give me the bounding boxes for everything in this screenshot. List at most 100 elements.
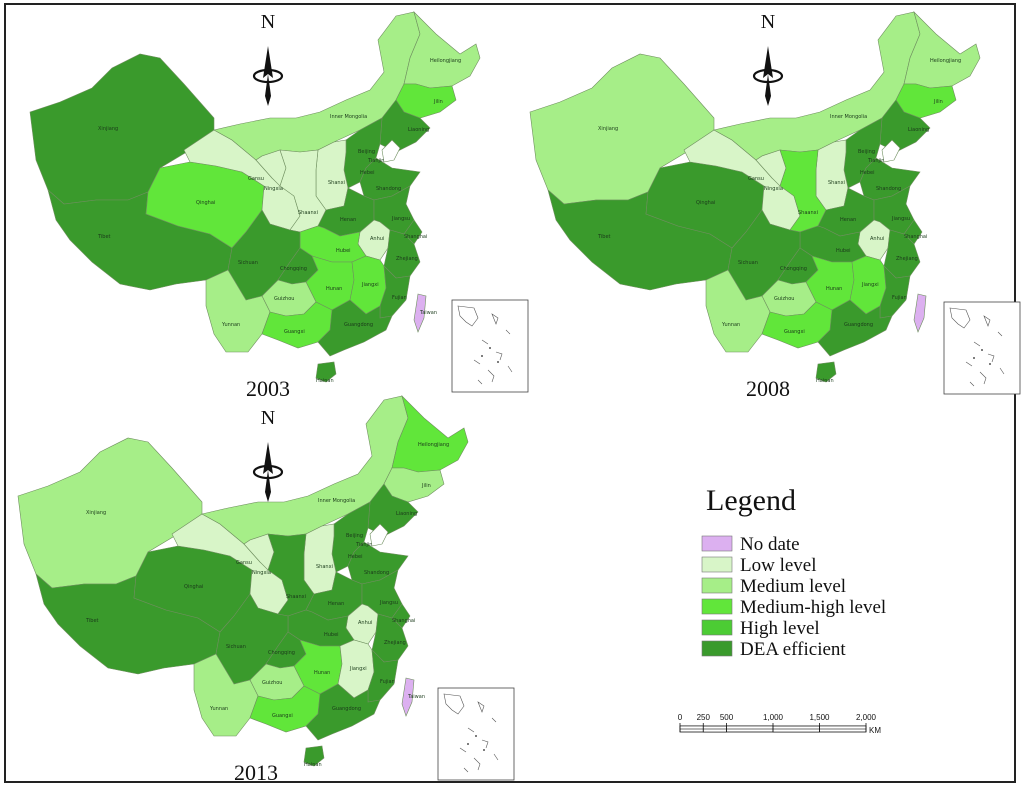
province-label: Fujian bbox=[392, 295, 407, 301]
scale-bar-segment bbox=[819, 725, 867, 730]
province-label: Gansu bbox=[748, 176, 764, 182]
north-arrow-icon bbox=[752, 46, 784, 106]
province-label: Hunan bbox=[326, 286, 342, 292]
map-2003: Xinjiang Tibet Qinghai Gansu Inner Mongolia H… bbox=[29, 10, 529, 401]
province-label: Shaanxi bbox=[286, 594, 306, 600]
province-label: Liaoning bbox=[396, 511, 417, 517]
province-label: Hebei bbox=[860, 170, 874, 176]
province-label: Zhejiang bbox=[896, 256, 918, 262]
province-taiwan bbox=[401, 677, 415, 717]
province-hainan bbox=[303, 745, 325, 767]
province-label: Xinjiang bbox=[86, 510, 106, 516]
province-label: Hainan bbox=[316, 378, 334, 384]
province-label: Qinghai bbox=[196, 200, 215, 206]
maps-layer: Xinjiang Tibet Qinghai Gansu Inner Mongolia H… bbox=[17, 10, 1021, 785]
legend-label: Low level bbox=[740, 555, 817, 576]
bohai-sea bbox=[881, 139, 901, 163]
province-label: Gansu bbox=[248, 176, 264, 182]
province-label: Sichuan bbox=[238, 260, 258, 266]
scale-bar-segment bbox=[702, 728, 727, 733]
province-label: Xinjiang bbox=[598, 126, 618, 132]
province-hainan bbox=[315, 361, 337, 383]
legend-swatch-low bbox=[701, 556, 733, 573]
province-label: Anhui bbox=[370, 236, 384, 242]
scale-bar-tick-label: 250 bbox=[697, 713, 711, 722]
legend-swatch-high bbox=[701, 619, 733, 636]
province-label: Inner Mongolia bbox=[830, 114, 867, 120]
province-label: Beijing bbox=[346, 533, 363, 539]
province-label: Hainan bbox=[304, 762, 322, 768]
province-shanxi bbox=[303, 523, 337, 595]
province-label: Hebei bbox=[360, 170, 374, 176]
province-label: Shandong bbox=[364, 570, 389, 576]
province-label: Chongqing bbox=[780, 266, 807, 272]
bohai-sea bbox=[369, 523, 389, 547]
legend-title: Legend bbox=[706, 484, 796, 517]
legend-label: Medium level bbox=[740, 576, 846, 597]
legend-label: DEA efficient bbox=[740, 639, 846, 660]
province-label: Hubei bbox=[836, 248, 851, 254]
province-label: Jilin bbox=[421, 483, 431, 489]
province-label: Yunnan bbox=[221, 322, 240, 328]
province-label: Qinghai bbox=[696, 200, 715, 206]
province-label: Henan bbox=[340, 217, 356, 223]
province-label: Tibet bbox=[597, 234, 611, 240]
scale-bar-tick-label: 1,500 bbox=[809, 713, 830, 722]
bohai-sea bbox=[381, 139, 401, 163]
province-label: Jiangxi bbox=[361, 282, 379, 288]
province-label: Jilin bbox=[933, 99, 943, 105]
province-label: Fujian bbox=[892, 295, 907, 301]
province-label: Ningxia bbox=[264, 186, 283, 192]
map-2008: Xinjiang Tibet Qinghai Gansu Inner Mongolia H… bbox=[529, 10, 1021, 401]
north-label: N bbox=[761, 11, 775, 33]
year-label: 2008 bbox=[746, 376, 790, 401]
north-label: N bbox=[261, 407, 275, 429]
scale-bar-tick-label: 500 bbox=[720, 713, 734, 722]
province-label: Qinghai bbox=[184, 584, 203, 590]
province-label: Henan bbox=[840, 217, 856, 223]
province-label: Gansu bbox=[236, 560, 252, 566]
province-label: Shandong bbox=[876, 186, 901, 192]
province-label: Shandong bbox=[376, 186, 401, 192]
province-label: Xinjiang bbox=[98, 126, 118, 132]
south-china-sea-inset bbox=[943, 301, 1021, 395]
province-label: Yunnan bbox=[721, 322, 740, 328]
province-label: Shanghai bbox=[392, 618, 415, 624]
map-2013: Xinjiang Tibet Qinghai Gansu Inner Mongolia H… bbox=[17, 394, 515, 785]
scale-bar-segment bbox=[679, 725, 704, 730]
province-label: Heilongjiang bbox=[430, 58, 461, 64]
province-label: Guangdong bbox=[844, 322, 873, 328]
province-taiwan bbox=[413, 293, 427, 333]
province-label: Sichuan bbox=[738, 260, 758, 266]
province-label: Inner Mongolia bbox=[330, 114, 367, 120]
province-label: Henan bbox=[328, 601, 344, 607]
province-label: Beijing bbox=[358, 149, 375, 155]
south-china-sea-inset bbox=[451, 299, 529, 393]
province-label: Shanxi bbox=[316, 564, 333, 570]
province-label: Yunnan bbox=[209, 706, 228, 712]
province-label: Hebei bbox=[348, 554, 362, 560]
province-taiwan bbox=[913, 293, 927, 333]
province-label: Liaoning bbox=[908, 127, 929, 133]
province-label: Shanxi bbox=[328, 180, 345, 186]
province-label: Guizhou bbox=[774, 296, 794, 302]
province-label: Shanghai bbox=[404, 234, 427, 240]
province-label: Ningxia bbox=[252, 570, 271, 576]
year-label: 2013 bbox=[234, 760, 278, 785]
scale-bar-unit: KM bbox=[869, 726, 881, 735]
province-label: Anhui bbox=[870, 236, 884, 242]
province-label: Guangdong bbox=[332, 706, 361, 712]
province-label: Tianjin bbox=[355, 542, 372, 548]
province-label: Tibet bbox=[97, 234, 111, 240]
province-label: Jiangsu bbox=[891, 216, 910, 222]
province-guangdong bbox=[317, 299, 393, 357]
legend-label: High level bbox=[740, 618, 820, 639]
province-label: Beijing bbox=[858, 149, 875, 155]
province-label: Guangxi bbox=[284, 329, 305, 335]
china-map: Xinjiang Tibet Qinghai Gansu Inner Mongolia H… bbox=[29, 10, 481, 384]
province-label: Sichuan bbox=[226, 644, 246, 650]
province-label: Chongqing bbox=[268, 650, 295, 656]
legend-label: No date bbox=[740, 534, 800, 555]
province-label: Hubei bbox=[336, 248, 351, 254]
